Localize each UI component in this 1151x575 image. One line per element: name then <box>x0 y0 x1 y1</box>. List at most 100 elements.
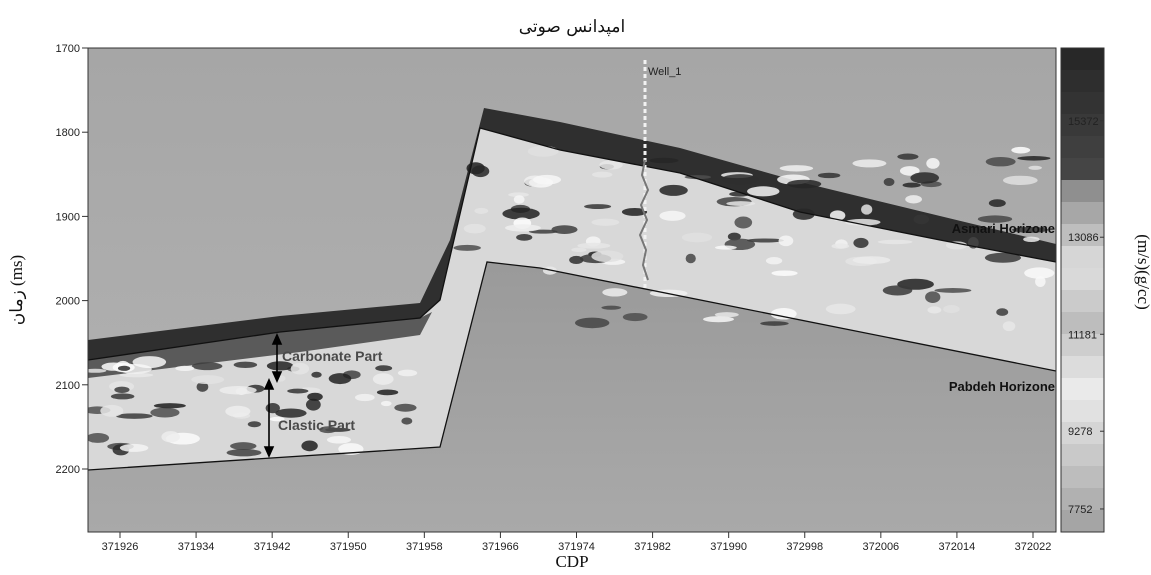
colorbar-tick-label: 13086 <box>1068 232 1099 244</box>
colorbar-band <box>1061 334 1104 357</box>
texture-blob <box>599 160 623 170</box>
texture-blob <box>996 308 1009 316</box>
texture-blob <box>945 241 968 250</box>
x-tick-label: 371950 <box>330 541 367 553</box>
texture-blob <box>883 178 895 186</box>
texture-blob <box>715 245 737 250</box>
pabdeh-horizon-label: Pabdeh Horizone <box>949 379 1055 394</box>
y-tick-label: 2200 <box>56 464 80 476</box>
texture-blob <box>471 165 490 178</box>
texture-blob <box>226 449 262 457</box>
texture-blob <box>1017 156 1051 161</box>
texture-blob <box>825 303 856 315</box>
texture-blob <box>505 224 541 232</box>
texture-blob <box>852 256 891 264</box>
texture-blob <box>196 381 209 392</box>
texture-blob <box>175 365 195 371</box>
x-tick-label: 371958 <box>406 541 443 553</box>
texture-blob <box>861 204 873 215</box>
texture-blob <box>1028 165 1042 170</box>
texture-blob <box>601 305 622 310</box>
texture-blob <box>817 172 841 179</box>
texture-blob <box>533 174 562 185</box>
texture-blob <box>115 413 153 419</box>
texture-blob <box>516 233 533 241</box>
texture-blob <box>453 244 481 251</box>
colorbar-band <box>1061 400 1104 423</box>
texture-blob <box>1002 175 1038 186</box>
texture-blob <box>592 171 613 178</box>
texture-blob <box>778 235 794 247</box>
colorbar-band <box>1061 180 1104 203</box>
texture-blob <box>311 371 322 378</box>
texture-blob <box>287 388 309 394</box>
texture-blob <box>770 308 797 320</box>
y-tick-label: 1900 <box>56 211 80 223</box>
texture-blob <box>376 389 399 396</box>
texture-blob <box>734 216 753 229</box>
texture-blob <box>375 365 393 372</box>
texture-blob <box>463 223 486 234</box>
texture-blob <box>88 432 110 443</box>
y-tick-label: 2100 <box>56 380 80 392</box>
texture-blob <box>659 184 688 196</box>
colorbar-band <box>1061 378 1104 401</box>
texture-blob <box>266 361 294 371</box>
texture-blob <box>233 361 258 369</box>
texture-blob <box>307 392 323 401</box>
texture-blob <box>721 174 759 185</box>
texture-blob <box>1011 146 1031 154</box>
chart-title: امپدانس صوتی <box>519 17 626 37</box>
texture-blob <box>110 393 135 400</box>
texture-blob <box>326 435 351 444</box>
colorbar-band <box>1061 466 1104 489</box>
texture-blob <box>659 210 686 221</box>
texture-blob <box>703 316 734 323</box>
colorbar-band <box>1061 202 1104 225</box>
texture-blob <box>161 431 180 443</box>
texture-blob <box>397 369 418 377</box>
texture-blob <box>119 372 154 378</box>
texture-blob <box>380 400 392 407</box>
texture-blob <box>897 153 919 160</box>
texture-blob <box>943 305 960 314</box>
texture-blob <box>513 195 525 204</box>
clastic-part-label: Clastic Part <box>278 417 355 433</box>
texture-blob <box>988 199 1006 208</box>
texture-blob <box>899 166 920 176</box>
texture-blob <box>117 365 131 371</box>
texture-blob <box>551 225 578 234</box>
texture-blob <box>502 207 540 220</box>
colorbar-band <box>1061 136 1104 159</box>
colorbar-label: (m/s)(g/cc) <box>1134 234 1151 310</box>
x-tick-label: 371934 <box>178 541 215 553</box>
texture-blob <box>747 186 780 197</box>
x-tick-label: 371966 <box>482 541 519 553</box>
texture-blob <box>602 288 628 297</box>
texture-blob <box>88 368 107 373</box>
texture-blob <box>985 157 1016 167</box>
texture-blob <box>902 182 921 188</box>
texture-blob <box>926 158 940 169</box>
x-tick-label: 371982 <box>634 541 671 553</box>
colorbar-band <box>1061 224 1104 247</box>
texture-blob <box>225 405 251 418</box>
y-tick-label: 1800 <box>56 127 80 139</box>
texture-blob <box>401 417 413 425</box>
texture-blob <box>984 252 1022 263</box>
texture-blob <box>905 195 922 204</box>
texture-blob <box>114 386 130 394</box>
well-label: Well_1 <box>648 66 681 78</box>
texture-blob <box>1012 226 1049 233</box>
texture-blob <box>831 243 850 249</box>
texture-blob <box>290 362 310 375</box>
texture-blob <box>727 232 741 241</box>
colorbar-band <box>1061 92 1104 115</box>
texture-blob <box>760 321 789 326</box>
asmari-cap-band <box>88 108 1056 360</box>
lower-layer <box>88 262 1056 532</box>
colorbar-band <box>1061 70 1104 93</box>
colorbar-band <box>1061 290 1104 313</box>
texture-blob <box>877 239 913 245</box>
texture-blob <box>882 285 913 296</box>
